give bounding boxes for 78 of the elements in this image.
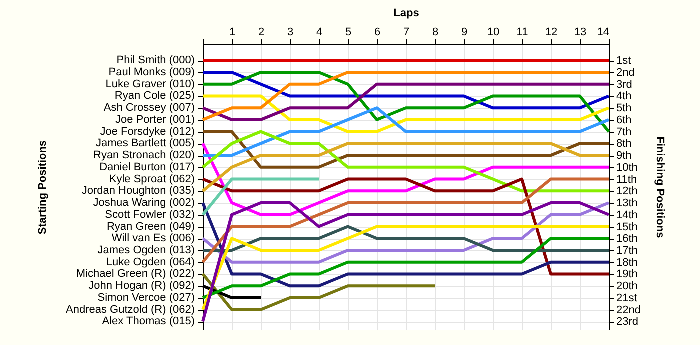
x-tick-label: 7 — [403, 26, 410, 38]
y-tick-label: 18th — [616, 256, 638, 269]
y-tick-label: 8th — [616, 138, 632, 150]
x-tick-label: 9 — [461, 26, 468, 38]
y-tick-label: 11th — [616, 174, 638, 186]
text: Scott Fowler (032) — [105, 208, 195, 221]
text: Daniel Burton (017) — [100, 161, 195, 174]
text: Starting Positions — [37, 140, 49, 235]
line-series — [202, 237, 610, 300]
line-series — [202, 70, 610, 134]
x-tick-label: 2 — [258, 26, 265, 38]
text: Joe Porter (001) — [116, 114, 195, 126]
y-tick-label: 3rd — [616, 78, 632, 91]
y-tick-label: 21st — [616, 292, 638, 304]
x-tick-label: 1 — [229, 26, 236, 38]
y-tick-label: 23rd — [616, 316, 639, 328]
text: Luke Ogden (064) — [106, 256, 195, 268]
y-tick-label: 17th — [616, 244, 638, 257]
text: Phil Smith (000) — [116, 54, 195, 67]
y-tick-label: 16th — [616, 233, 638, 246]
x-axis-title: Laps — [394, 8, 420, 20]
text: Kyle Sproat (062) — [109, 173, 195, 186]
x-tick-label: 10 — [487, 26, 500, 38]
y-tick-label: 2nd — [616, 66, 635, 79]
text: Ryan Stronach (020) — [94, 150, 195, 162]
line-series — [202, 142, 610, 216]
y-tick-label: 9th — [616, 150, 632, 162]
y-tick-label: 19th — [616, 268, 638, 281]
line-series — [202, 202, 610, 324]
y-tick-label: 22nd — [616, 304, 641, 316]
y-tick-label: 6th — [616, 114, 632, 126]
line-series — [202, 202, 610, 264]
y-tick-label: 12th — [616, 186, 638, 198]
line-series — [202, 94, 610, 134]
text: Will van Es (006) — [112, 232, 195, 245]
line-series — [202, 272, 436, 312]
text: Joe Forsdyke (012) — [100, 126, 195, 138]
text: Ryan Cole (025) — [114, 90, 195, 102]
line-series — [202, 225, 610, 312]
line-series — [202, 130, 610, 169]
x-tick-label: 12 — [545, 26, 558, 38]
y-tick-label: 14th — [616, 209, 638, 222]
line-series — [202, 70, 610, 122]
y-tick-label: 20th — [616, 280, 638, 293]
line-series — [202, 70, 610, 110]
x-tick-label: 13 — [574, 26, 587, 38]
x-tick-label: 8 — [432, 26, 439, 38]
line-series — [202, 202, 610, 288]
x-tick-label: 6 — [374, 26, 381, 38]
y-axis-title: Finishing Positions — [654, 136, 666, 238]
line-series — [202, 130, 610, 193]
y-tick-label: 7th — [616, 126, 632, 138]
y-tick-label: 10th — [616, 162, 638, 174]
text: Ryan Green (049) — [106, 220, 195, 233]
text: James Ogden (013) — [98, 244, 195, 256]
text: Paul Monks (009) — [108, 66, 195, 78]
x-tick-label: 5 — [345, 26, 352, 38]
text: Andreas Gutzold (R) (062) — [66, 304, 195, 316]
x-tick-label: 14 — [597, 26, 610, 38]
y-tick-label: 1st — [616, 55, 632, 68]
line-series — [202, 106, 610, 158]
x-tick-label: 3 — [287, 26, 294, 38]
text: Ash Crossey (007) — [104, 102, 195, 114]
x-tick-label: 11 — [516, 26, 528, 38]
text: Joshua Waring (002) — [93, 197, 195, 210]
text: John Hogan (R) (092) — [88, 280, 195, 292]
text: James Bartlett (005) — [96, 138, 195, 150]
text: Simon Vercoe (027) — [98, 292, 195, 304]
y-tick-label: 5th — [616, 102, 632, 115]
y-tick-label: 4th — [616, 90, 632, 103]
y-tick-label: 15th — [616, 221, 638, 234]
line-series — [202, 142, 610, 193]
text: Alex Thomas (015) — [102, 316, 195, 328]
text: Michael Green (R) (022) — [76, 268, 195, 280]
x-tick-label: 4 — [316, 26, 323, 38]
y-tick-label: 13th — [616, 198, 638, 210]
text: Luke Graver (010) — [106, 78, 195, 90]
text: Jordan Houghton (035) — [82, 185, 195, 198]
